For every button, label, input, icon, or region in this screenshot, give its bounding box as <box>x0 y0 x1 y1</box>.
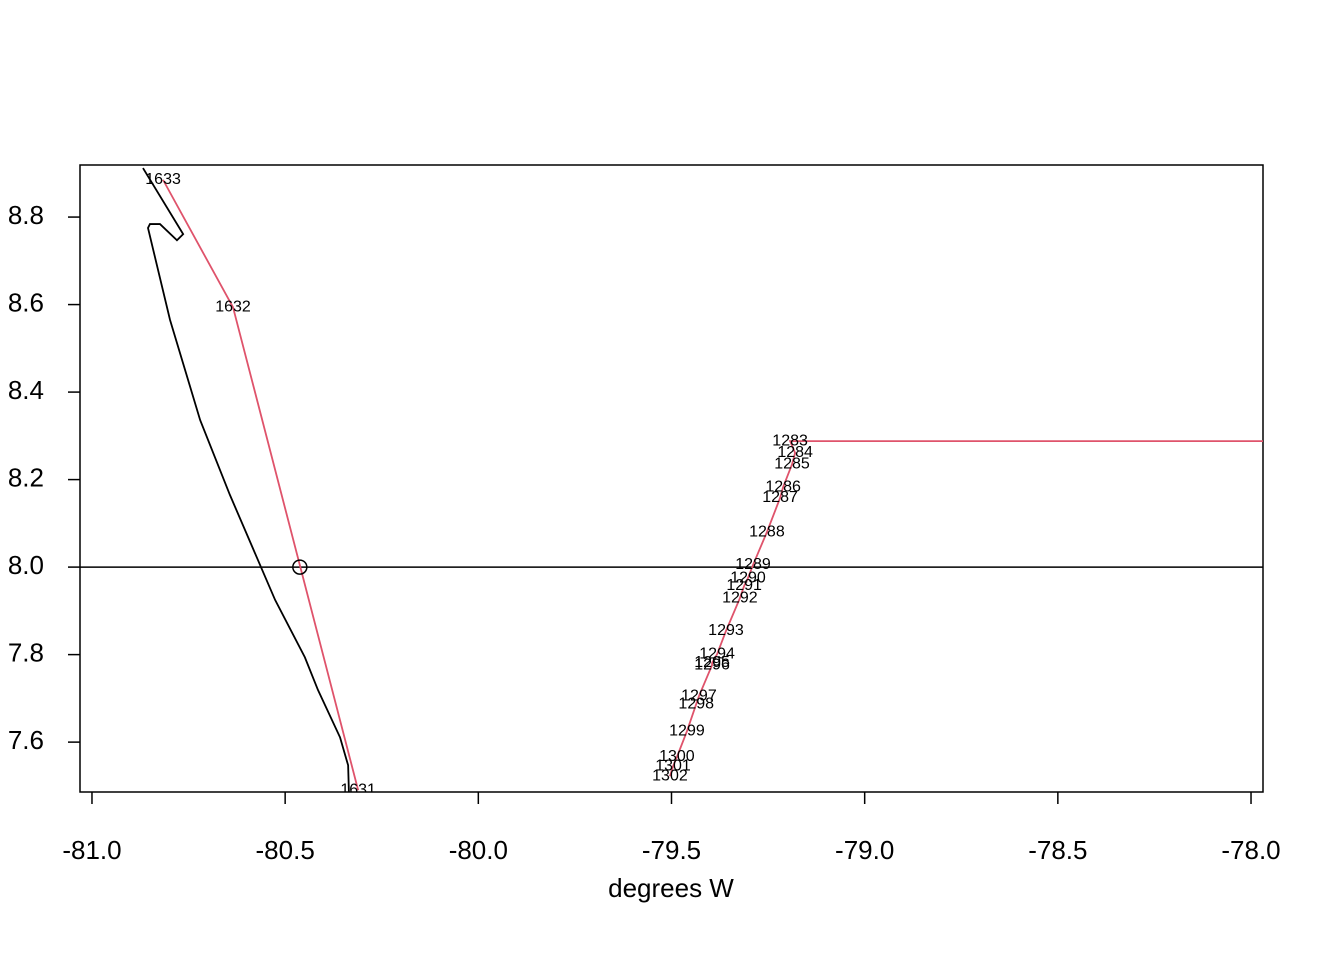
point-label: 1292 <box>722 589 758 606</box>
series-line <box>142 167 350 792</box>
point-label: 1291 <box>726 577 762 594</box>
x-tick-label: -78.5 <box>1028 835 1087 865</box>
point-label: 1302 <box>652 767 688 784</box>
point-label: 1289 <box>735 556 771 573</box>
point-label: 1293 <box>708 622 744 639</box>
point-label: 1295 <box>694 654 730 671</box>
x-axis-label: degrees W <box>608 873 734 903</box>
point-label: 1298 <box>678 695 714 712</box>
series-line <box>669 440 1263 777</box>
point-label: 1285 <box>774 455 810 472</box>
point-label: 1297 <box>681 687 717 704</box>
point-label: 1299 <box>669 722 705 739</box>
y-tick-label: 7.6 <box>8 725 44 755</box>
point-label: 1300 <box>659 748 695 765</box>
point-label: 1286 <box>765 478 801 495</box>
y-tick-label: 8.2 <box>8 462 44 492</box>
x-tick-label: -81.0 <box>62 835 121 865</box>
y-tick-label: 7.8 <box>8 637 44 667</box>
x-tick-label: -80.0 <box>449 835 508 865</box>
x-tick-label: -80.5 <box>256 835 315 865</box>
point-marker <box>292 559 308 575</box>
x-tick-label: -78.0 <box>1221 835 1280 865</box>
point-label: 1296 <box>694 656 730 673</box>
point-label: 1294 <box>699 645 735 662</box>
point-label: 1288 <box>749 523 785 540</box>
series-line <box>162 179 360 791</box>
point-label: 1631 <box>340 781 376 798</box>
point-label: 1301 <box>655 757 691 774</box>
point-label: 1283 <box>772 432 808 449</box>
point-label: 1287 <box>762 489 798 506</box>
y-tick-label: 8.4 <box>8 375 44 405</box>
point-label: 1632 <box>215 298 251 315</box>
plot-frame <box>79 164 1264 793</box>
x-tick-label: -79.5 <box>642 835 701 865</box>
point-label: 1284 <box>777 444 813 461</box>
x-tick-label: -79.0 <box>835 835 894 865</box>
y-tick-label: 8.0 <box>8 550 44 580</box>
y-tick-label: 8.6 <box>8 287 44 317</box>
point-label: 1290 <box>730 569 766 586</box>
y-tick-label: 8.8 <box>8 200 44 230</box>
point-label: 1633 <box>145 171 181 188</box>
